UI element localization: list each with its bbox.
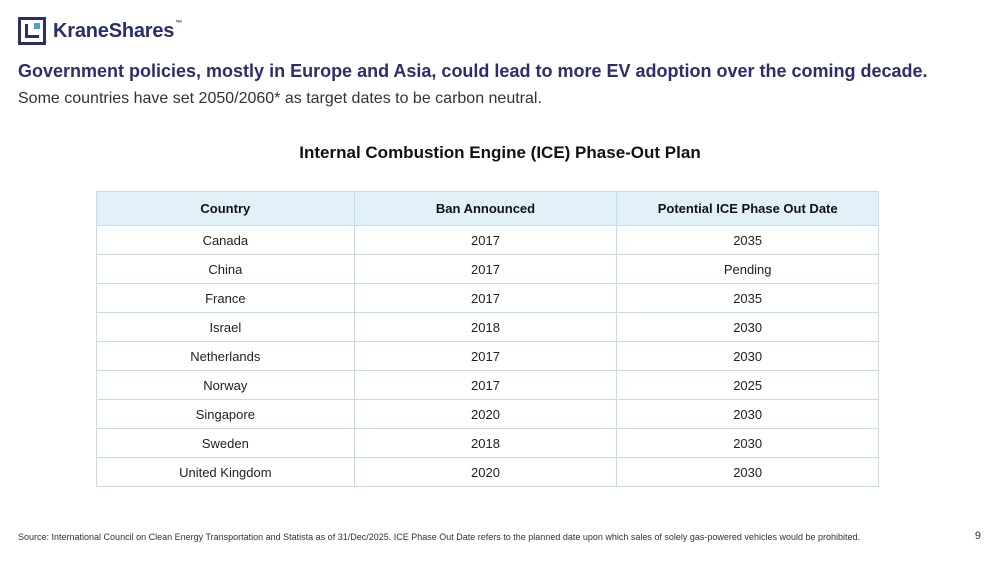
cell-phase-out-date: 2030 [616, 312, 879, 342]
table-row: China 2017 Pending [96, 254, 879, 284]
header-country: Country [96, 191, 355, 226]
cell-country: Netherlands [96, 341, 355, 371]
cell-phase-out-date: 2025 [616, 370, 879, 400]
cell-ban-announced: 2020 [353, 399, 618, 429]
cell-country: China [96, 254, 355, 284]
cell-phase-out-date: 2035 [616, 225, 879, 255]
table-row: United Kingdom 2020 2030 [96, 457, 879, 487]
ice-phase-out-table: Country Ban Announced Potential ICE Phas… [96, 191, 879, 487]
cell-country: United Kingdom [96, 457, 355, 487]
table-row: Israel 2018 2030 [96, 312, 879, 342]
cell-ban-announced: 2017 [353, 283, 618, 313]
cell-phase-out-date: 2030 [616, 428, 879, 458]
cell-phase-out-date: Pending [616, 254, 879, 284]
cell-country: Sweden [96, 428, 355, 458]
source-footnote: Source: International Council on Clean E… [18, 532, 861, 542]
table-row: Canada 2017 2035 [96, 225, 879, 255]
cell-ban-announced: 2017 [353, 341, 618, 371]
cell-country: Norway [96, 370, 355, 400]
cell-country: Canada [96, 225, 355, 255]
logo-wordmark: KraneShares™ [53, 20, 182, 43]
slide-subheadline: Some countries have set 2050/2060* as ta… [18, 90, 542, 107]
table-title: Internal Combustion Engine (ICE) Phase-O… [299, 143, 701, 162]
cell-ban-announced: 2017 [353, 225, 618, 255]
cell-ban-announced: 2017 [353, 370, 618, 400]
cell-phase-out-date: 2030 [616, 341, 879, 371]
table-header-row: Country Ban Announced Potential ICE Phas… [96, 191, 879, 226]
kraneshares-logo: KraneShares™ [18, 17, 182, 45]
logo-brand-text: KraneShares [53, 19, 175, 42]
cell-ban-announced: 2018 [353, 428, 618, 458]
cell-country: Singapore [96, 399, 355, 429]
cell-country: France [96, 283, 355, 313]
table-row: Singapore 2020 2030 [96, 399, 879, 429]
table-row: Norway 2017 2025 [96, 370, 879, 400]
cell-ban-announced: 2017 [353, 254, 618, 284]
cell-phase-out-date: 2030 [616, 399, 879, 429]
slide-headline: Government policies, mostly in Europe an… [18, 61, 928, 81]
trademark-symbol: ™ [175, 19, 183, 27]
page-number: 9 [974, 530, 981, 542]
cell-ban-announced: 2020 [353, 457, 618, 487]
cell-ban-announced: 2018 [353, 312, 618, 342]
header-phase-out-date: Potential ICE Phase Out Date [616, 191, 879, 226]
table-row: Sweden 2018 2030 [96, 428, 879, 458]
table-row: Netherlands 2017 2030 [96, 341, 879, 371]
table-row: France 2017 2035 [96, 283, 879, 313]
cell-country: Israel [96, 312, 355, 342]
kraneshares-logo-icon [18, 17, 46, 45]
header-ban-announced: Ban Announced [353, 191, 618, 226]
cell-phase-out-date: 2030 [616, 457, 879, 487]
cell-phase-out-date: 2035 [616, 283, 879, 313]
